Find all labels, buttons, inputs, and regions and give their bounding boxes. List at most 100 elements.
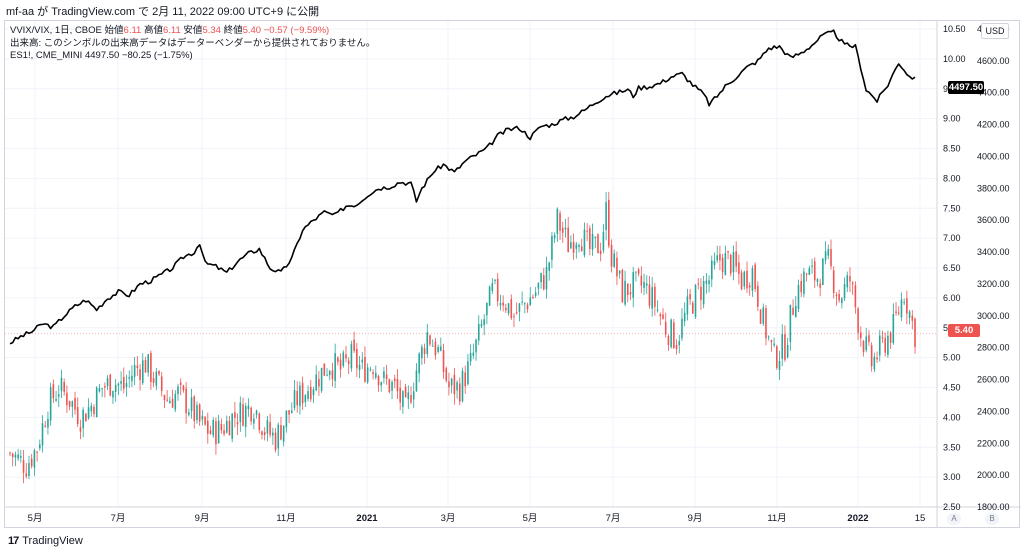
auto-scale-button[interactable]: A	[947, 513, 961, 525]
candle-body	[773, 343, 775, 346]
ratio-tick-label: 7.00	[943, 233, 961, 243]
candle-body	[580, 246, 583, 252]
candle-body	[556, 208, 559, 234]
candle-body	[174, 393, 177, 410]
candle-body	[353, 339, 355, 351]
candle-body	[792, 307, 794, 315]
candle-body	[85, 413, 87, 422]
candle-body	[93, 406, 95, 414]
candle-body	[106, 378, 109, 387]
tradingview-logo[interactable]: 17 TradingView	[8, 535, 83, 547]
time-tick-label: 11月	[276, 513, 295, 524]
high-value: 6.11	[162, 25, 181, 36]
candle-body	[786, 344, 789, 358]
candle-body	[209, 430, 212, 434]
candle-body	[299, 385, 301, 407]
candle-body	[491, 283, 494, 291]
candle-body	[897, 312, 900, 314]
candle-body	[437, 346, 439, 352]
candle-body	[68, 400, 71, 407]
candle-body	[301, 382, 304, 404]
candle-body	[440, 346, 442, 351]
ratio-tick-label: 9.00	[943, 114, 961, 124]
candle-body	[136, 365, 139, 369]
chart-frame[interactable]: 10.5010.009.509.008.508.007.507.006.506.…	[4, 20, 1021, 529]
candle-body	[269, 422, 271, 435]
candle-body	[686, 296, 689, 315]
candle-body	[545, 266, 548, 290]
candle-body	[198, 404, 201, 422]
candle-body	[908, 311, 911, 318]
candle-body	[196, 405, 198, 421]
candle-body	[911, 315, 914, 321]
candle-body	[450, 378, 453, 386]
candle-body	[887, 335, 889, 355]
candle-body	[166, 399, 168, 401]
candle-body	[41, 423, 44, 446]
candle-body	[87, 407, 90, 419]
candle-body	[337, 357, 339, 362]
candle-body	[155, 371, 158, 386]
candle-body	[206, 420, 209, 434]
candle-body	[109, 374, 112, 396]
candle-body	[307, 391, 309, 399]
candle-body	[803, 271, 805, 294]
ratio-tick-label: 2.50	[943, 502, 961, 512]
candle-body	[309, 386, 312, 400]
candle-body	[721, 257, 724, 273]
candle-body	[640, 275, 643, 286]
candle-body	[605, 202, 607, 231]
candle-body	[147, 354, 149, 373]
candle-body	[410, 394, 412, 403]
ratio-tick-label: 8.00	[943, 173, 961, 183]
candle-body	[645, 283, 648, 286]
candle-body	[74, 398, 76, 410]
candle-body	[648, 284, 651, 306]
log-scale-button[interactable]: B	[985, 513, 999, 525]
time-tick-label: 5月	[523, 513, 538, 524]
legend-row-es[interactable]: ES1!, CME_MINI 4497.50 −80.25 (−1.75%)	[10, 50, 375, 63]
low-value: 5.34	[202, 25, 221, 36]
time-tick-label: 9月	[688, 513, 703, 524]
es-tick-label: 4000.00	[977, 151, 1010, 161]
candle-body	[692, 302, 694, 314]
candle-body	[881, 337, 884, 339]
candle-body	[860, 332, 862, 339]
candle-body	[621, 269, 624, 303]
candle-body	[586, 230, 588, 232]
candle-body	[369, 369, 372, 371]
candle-body	[502, 302, 504, 306]
candle-body	[477, 324, 480, 341]
candle-body	[827, 249, 830, 256]
candle-body	[841, 298, 843, 304]
candle-body	[751, 268, 754, 291]
candle-body	[423, 348, 426, 355]
candle-body	[656, 309, 659, 311]
candle-body	[445, 368, 448, 381]
ratio-tick-label: 5.00	[943, 353, 961, 363]
chart-canvas[interactable]: 10.5010.009.509.008.508.007.507.006.506.…	[5, 21, 1021, 529]
candle-body	[800, 281, 802, 293]
candle-body	[144, 360, 147, 373]
candle-body	[843, 284, 846, 299]
candle-body	[551, 235, 553, 260]
candle-body	[90, 405, 93, 412]
legend-row-vvix[interactable]: VVIX/VIX, 1日, CBOE 始値6.11 高値6.11 安値5.34 …	[10, 25, 375, 38]
candle-body	[277, 424, 280, 449]
candle-body	[426, 332, 429, 354]
candle-body	[662, 314, 664, 319]
time-tick-label: 7月	[111, 513, 126, 524]
ratio-tick-label: 4.00	[943, 412, 961, 422]
candle-body	[681, 318, 683, 339]
es-tick-label: 4600.00	[977, 56, 1010, 66]
candle-body	[141, 360, 144, 384]
candle-body	[510, 299, 513, 319]
candle-body	[475, 339, 477, 353]
candle-body	[659, 314, 662, 317]
candle-body	[285, 410, 288, 428]
tradingview-logo-icon: 17	[8, 535, 19, 547]
currency-button[interactable]: USD	[981, 23, 1009, 39]
candle-body	[255, 410, 258, 415]
candle-body	[52, 384, 55, 399]
candle-body	[76, 407, 79, 425]
